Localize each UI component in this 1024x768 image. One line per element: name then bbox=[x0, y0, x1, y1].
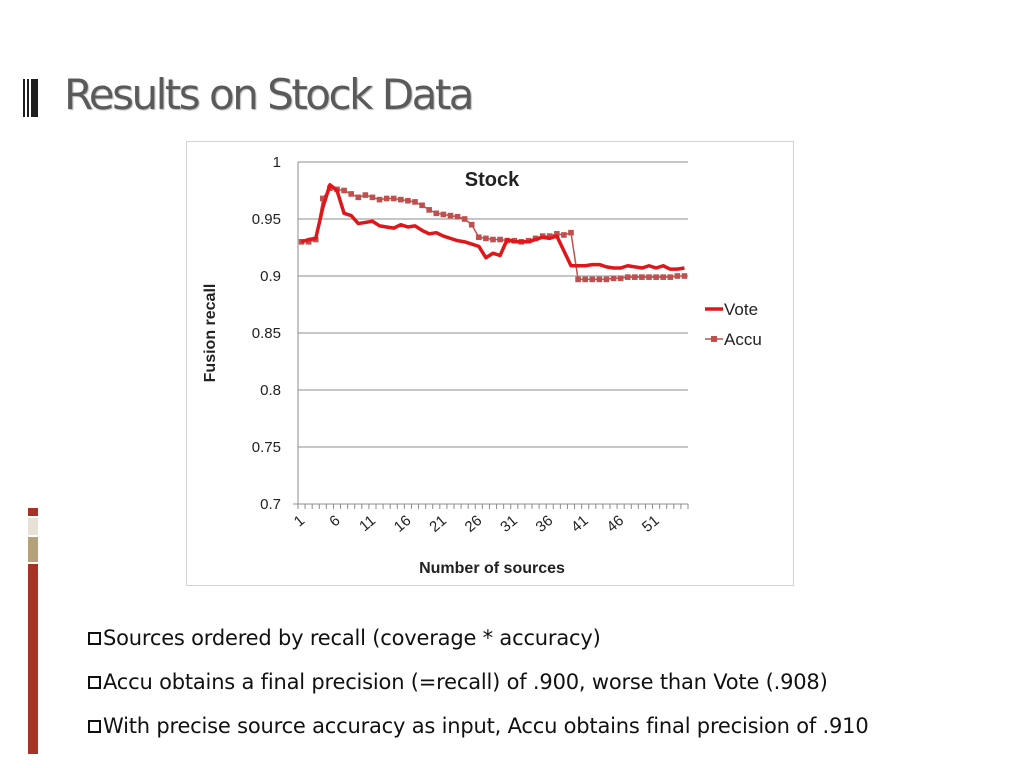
data-point-accu bbox=[653, 274, 659, 280]
data-point-accu bbox=[305, 239, 312, 245]
data-point-accu bbox=[461, 216, 468, 222]
chart-title: Stock bbox=[465, 169, 520, 191]
strip-segment bbox=[28, 518, 38, 535]
data-point-accu bbox=[376, 196, 383, 203]
data-point-accu bbox=[433, 210, 440, 217]
x-tick-label: 26 bbox=[462, 512, 486, 536]
data-point-accu bbox=[646, 274, 652, 280]
legend-marker-accu bbox=[711, 336, 717, 342]
data-point-accu bbox=[383, 195, 390, 202]
data-point-accu bbox=[362, 192, 369, 198]
x-tick-label: 6 bbox=[326, 512, 343, 530]
data-point-accu bbox=[468, 221, 475, 228]
y-tick-label: 0.75 bbox=[252, 439, 281, 456]
bullet-list: Sources ordered by recall (coverage * ac… bbox=[88, 622, 869, 754]
stock-chart: 0.7 0.75 0.8 0.85 0.9 0.95 1 1 6 11 16 21 26 31 36 41 46… bbox=[186, 141, 794, 586]
data-point-accu bbox=[490, 236, 496, 243]
x-tick-label: 16 bbox=[391, 512, 415, 536]
data-point-accu bbox=[320, 195, 326, 202]
data-point-accu bbox=[546, 233, 553, 239]
checkbox-bullet-icon bbox=[88, 632, 101, 645]
x-tick-label: 1 bbox=[291, 512, 308, 530]
data-point-accu bbox=[632, 274, 638, 280]
legend-label-vote: Vote bbox=[724, 300, 758, 319]
data-point-accu bbox=[610, 275, 617, 282]
data-point-accu bbox=[369, 194, 376, 201]
data-point-accu bbox=[582, 276, 588, 283]
data-point-accu bbox=[390, 195, 397, 202]
legend-label-accu: Accu bbox=[724, 330, 762, 349]
title-bars-icon bbox=[23, 79, 39, 117]
x-axis-label: Number of sources bbox=[419, 560, 565, 577]
data-point-accu bbox=[596, 276, 603, 283]
bullet-text: Sources ordered by recall (coverage * ac… bbox=[103, 626, 601, 650]
x-tick-label: 46 bbox=[603, 512, 627, 536]
y-tick-label: 0.8 bbox=[260, 382, 281, 399]
data-point-accu bbox=[447, 212, 454, 219]
data-point-accu bbox=[639, 274, 645, 280]
bullet-item: With precise source accuracy as input, A… bbox=[88, 710, 869, 754]
data-point-accu bbox=[476, 234, 482, 241]
x-tick-label: 41 bbox=[568, 512, 592, 536]
series-line-vote bbox=[301, 183, 685, 271]
bullet-item: Accu obtains a final precision (=recall)… bbox=[88, 666, 869, 710]
data-point-accu bbox=[405, 197, 411, 204]
data-point-accu bbox=[419, 202, 425, 209]
bullet-item: Sources ordered by recall (coverage * ac… bbox=[88, 622, 869, 666]
y-tick-label: 0.9 bbox=[260, 268, 281, 285]
checkbox-bullet-icon bbox=[88, 720, 101, 733]
data-point-accu bbox=[624, 274, 631, 280]
x-tick-label: 36 bbox=[533, 512, 557, 536]
x-tick-label: 21 bbox=[426, 512, 450, 536]
y-tick-label: 0.85 bbox=[252, 325, 281, 342]
data-point-accu bbox=[355, 194, 362, 201]
strip-segment bbox=[28, 508, 38, 516]
data-point-accu bbox=[398, 196, 404, 203]
x-tick-label: 31 bbox=[497, 512, 521, 536]
data-point-accu bbox=[426, 207, 432, 213]
data-point-accu bbox=[568, 229, 574, 236]
strip-segment bbox=[28, 564, 38, 754]
data-point-accu bbox=[483, 235, 489, 242]
data-point-accu bbox=[497, 236, 503, 243]
bullet-text: Accu obtains a final precision (=recall)… bbox=[103, 670, 828, 694]
bullet-text: With precise source accuracy as input, A… bbox=[103, 714, 869, 738]
data-point-accu bbox=[667, 274, 674, 280]
data-point-accu bbox=[674, 273, 681, 279]
data-point-accu bbox=[348, 191, 354, 197]
x-tick-label: 11 bbox=[356, 512, 379, 535]
data-point-accu bbox=[660, 274, 666, 280]
y-tick-label: 0.7 bbox=[260, 496, 281, 513]
slide-title: Results on Stock Data bbox=[64, 70, 475, 119]
data-point-accu bbox=[412, 199, 418, 205]
data-point-accu bbox=[589, 276, 596, 283]
data-point-accu bbox=[681, 273, 688, 279]
strip-segment bbox=[28, 537, 38, 562]
x-tick-label: 51 bbox=[639, 512, 663, 536]
data-point-accu bbox=[554, 231, 560, 237]
y-tick-label: 1 bbox=[273, 154, 281, 171]
data-point-accu bbox=[440, 211, 447, 218]
y-axis-label: Fusion recall bbox=[202, 284, 219, 383]
data-point-accu bbox=[617, 275, 624, 282]
checkbox-bullet-icon bbox=[88, 676, 101, 689]
data-point-accu bbox=[603, 276, 610, 283]
data-point-accu bbox=[454, 213, 461, 220]
data-point-accu bbox=[341, 187, 347, 194]
y-tick-label: 0.95 bbox=[252, 211, 281, 228]
data-point-accu bbox=[575, 276, 581, 283]
data-point-accu bbox=[561, 232, 567, 238]
